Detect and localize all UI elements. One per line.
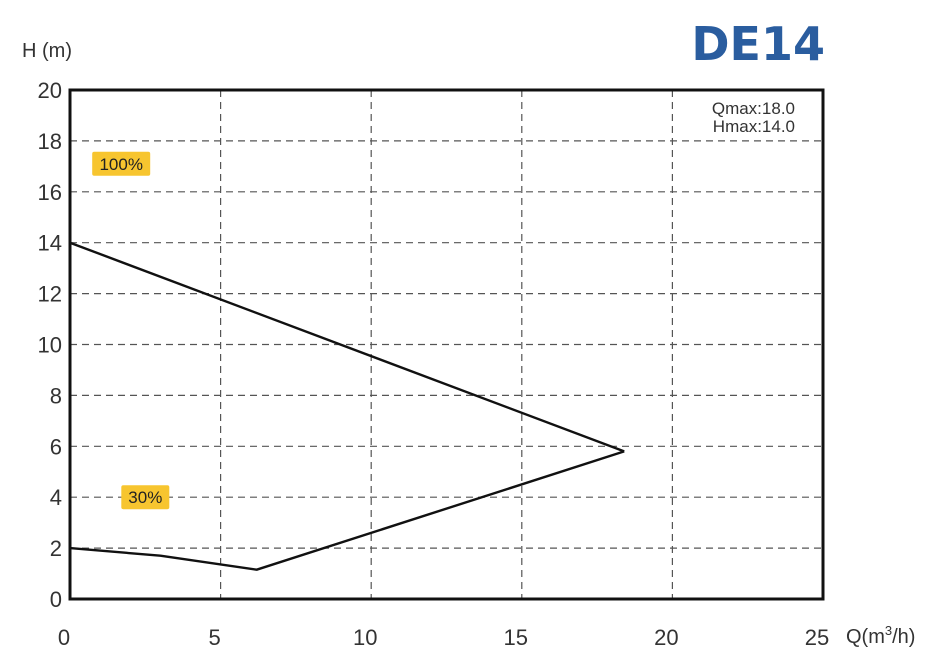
y-axis-title: H (m) xyxy=(22,40,72,62)
x-tick-label-0: 0 xyxy=(58,625,70,650)
plot-frame xyxy=(68,88,825,601)
y-tick-label-2: 2 xyxy=(50,536,62,561)
x-tick-label-25: 25 xyxy=(805,625,829,650)
y-tick-label-8: 8 xyxy=(50,383,62,408)
y-tick-label-10: 10 xyxy=(38,333,62,358)
hmax-annotation: Hmax:14.0 xyxy=(713,117,795,136)
x-tick-label-15: 15 xyxy=(504,625,528,650)
x-axis-title-end: /h) xyxy=(892,626,915,648)
series-badge-label-100pct: 100% xyxy=(99,155,142,174)
y-tick-label-20: 20 xyxy=(38,78,62,103)
chart-title: DE14 xyxy=(691,17,825,71)
series-badge-label-30pct: 30% xyxy=(128,488,162,507)
y-tick-label-0: 0 xyxy=(50,587,62,612)
y-tick-label-4: 4 xyxy=(50,485,62,510)
x-axis-title: Q(m3/h) xyxy=(846,623,915,648)
y-tick-label-14: 14 xyxy=(38,231,62,256)
x-tick-label-5: 5 xyxy=(208,625,220,650)
series-line-30pct xyxy=(69,450,625,571)
series-badge-30pct xyxy=(121,485,170,510)
y-tick-label-18: 18 xyxy=(38,129,62,154)
y-tick-label-12: 12 xyxy=(38,282,62,307)
series-badge-100pct xyxy=(92,151,151,176)
x-tick-label-20: 20 xyxy=(654,625,678,650)
series-line-100pct xyxy=(69,241,625,453)
series-badges: 100% 30% xyxy=(92,151,170,510)
series-lines xyxy=(69,241,625,571)
x-axis-title-sup: 3 xyxy=(885,623,892,638)
qmax-annotation: Qmax:18.0 xyxy=(712,99,795,118)
y-tick-label-6: 6 xyxy=(50,434,62,459)
x-axis-title-base: Q(m xyxy=(846,626,885,648)
y-tick-labels: 0 2 4 6 8 10 12 14 16 18 20 xyxy=(38,78,62,612)
x-tick-labels: 0 5 10 15 20 25 xyxy=(58,625,829,650)
x-tick-label-10: 10 xyxy=(353,625,377,650)
grid-lines xyxy=(70,90,823,599)
y-tick-label-16: 16 xyxy=(38,180,62,205)
